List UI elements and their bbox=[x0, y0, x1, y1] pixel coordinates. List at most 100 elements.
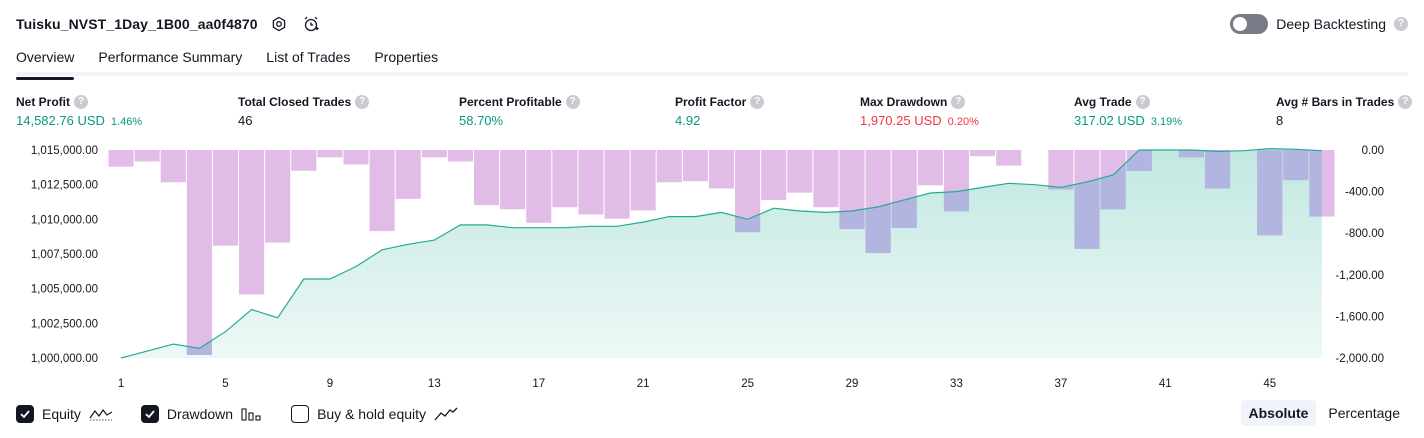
right-axis: 0.00 -400.00 -800.00 -1,200.00 -1,600.00 -2,0… bbox=[1335, 145, 1384, 365]
x-tick-label: 5 bbox=[222, 378, 228, 390]
drawdown-bar bbox=[1048, 150, 1074, 190]
check-icon bbox=[145, 410, 155, 419]
info-icon[interactable]: ? bbox=[1135, 95, 1150, 109]
x-tick-label: 1 bbox=[118, 378, 124, 390]
legend-label: Drawdown bbox=[166, 406, 234, 422]
info-icon[interactable]: ? bbox=[750, 95, 765, 109]
metric-value: 46 bbox=[238, 113, 253, 128]
metric-net-profit: Net Profit? 14,582.76 USD 1.46% bbox=[16, 94, 142, 129]
drawdown-checkbox[interactable] bbox=[140, 405, 159, 423]
metric-total-closed-trades: Total Closed Trades? 46 bbox=[238, 94, 370, 129]
drawdown-bar bbox=[917, 150, 943, 186]
legend-label: Buy & hold equity bbox=[317, 406, 427, 422]
info-icon[interactable]: ? bbox=[1398, 95, 1413, 109]
left-tick-label: 1,012,500.00 bbox=[31, 180, 98, 192]
x-tick-label: 17 bbox=[532, 378, 545, 390]
drawdown-bar bbox=[473, 150, 500, 206]
buy-hold-icon bbox=[434, 406, 458, 422]
metric-percent: 1.46% bbox=[110, 116, 143, 128]
right-tick-label: -400.00 bbox=[1345, 187, 1384, 199]
drawdown-bar bbox=[708, 150, 735, 189]
x-tick-label: 41 bbox=[1159, 378, 1172, 390]
metric-label: Max Drawdown bbox=[860, 95, 948, 109]
drawdown-bar bbox=[996, 150, 1022, 166]
right-tick-label: -1,600.00 bbox=[1335, 311, 1384, 323]
drawdown-bar-overlap bbox=[1309, 150, 1322, 217]
drawdown-bar bbox=[108, 150, 134, 167]
scale-mode-switch: Absolute Percentage bbox=[1240, 400, 1409, 426]
right-tick-label: -1,200.00 bbox=[1335, 270, 1384, 282]
drawdown-bar bbox=[160, 150, 186, 183]
legend-buy-hold-equity[interactable]: Buy & hold equity bbox=[291, 405, 458, 423]
drawdown-bar-overlap bbox=[1178, 150, 1204, 158]
info-icon[interactable]: ? bbox=[565, 95, 580, 109]
deep-backtesting-label: Deep Backtesting bbox=[1276, 16, 1386, 32]
metric-label: Profit Factor bbox=[675, 95, 747, 109]
tab-overview[interactable]: Overview bbox=[16, 46, 75, 80]
drawdown-bar bbox=[265, 150, 291, 243]
settings-icon[interactable] bbox=[268, 13, 290, 35]
x-tick-label: 45 bbox=[1263, 378, 1276, 390]
left-tick-label: 1,015,000.00 bbox=[31, 145, 98, 157]
metric-percent: 0.20% bbox=[947, 116, 979, 128]
equity-checkbox[interactable] bbox=[16, 405, 34, 423]
tab-list-of-trades[interactable]: List of Trades bbox=[266, 49, 351, 65]
chart-legend: Equity Drawdown Buy & hold equity bbox=[16, 403, 458, 425]
legend-drawdown[interactable]: Drawdown bbox=[140, 405, 263, 423]
drawdown-bar bbox=[212, 150, 239, 246]
metric-label: Total Closed Trades bbox=[238, 95, 352, 109]
left-tick-label: 1,010,000.00 bbox=[31, 214, 98, 226]
toggle-knob bbox=[1233, 17, 1248, 31]
metric-value: 58.70% bbox=[459, 113, 504, 128]
strategy-header: Tuisku_NVST_1Day_1B00_aa0f4870 bbox=[16, 12, 322, 36]
add-alert-icon[interactable] bbox=[300, 13, 322, 35]
info-icon[interactable]: ? bbox=[74, 95, 88, 109]
help-icon[interactable]: ? bbox=[1394, 17, 1408, 31]
x-tick-label: 21 bbox=[637, 378, 650, 390]
drawdown-bar bbox=[447, 150, 473, 162]
drawdown-bar bbox=[970, 150, 996, 157]
deep-backtesting-toggle[interactable] bbox=[1230, 14, 1269, 34]
drawdown-bar bbox=[761, 150, 787, 200]
drawdown-bar bbox=[552, 150, 578, 208]
drawdown-bar bbox=[787, 150, 813, 193]
legend-label: Equity bbox=[42, 406, 81, 422]
buy-hold-checkbox[interactable] bbox=[291, 405, 310, 423]
metric-value: 1,970.25 USD bbox=[860, 113, 942, 128]
info-icon[interactable]: ? bbox=[951, 95, 966, 109]
metric-label: Avg # Bars in Trades bbox=[1276, 95, 1395, 109]
left-tick-label: 1,007,500.00 bbox=[31, 249, 98, 261]
equity-line bbox=[120, 147, 1322, 359]
tab-properties[interactable]: Properties bbox=[374, 49, 439, 65]
x-axis: 1 5 9 13 17 21 25 29 33 37 41 45 bbox=[118, 378, 1276, 390]
percentage-button[interactable]: Percentage bbox=[1328, 405, 1400, 421]
legend-equity[interactable]: Equity bbox=[16, 405, 113, 423]
right-tick-label: 0.00 bbox=[1362, 145, 1384, 157]
drawdown-bar bbox=[500, 150, 526, 210]
left-tick-label: 1,000,000.00 bbox=[31, 353, 98, 365]
drawdown-bar bbox=[656, 150, 682, 183]
drawdown-bar bbox=[682, 150, 708, 182]
tab-performance-summary[interactable]: Performance Summary bbox=[98, 49, 243, 65]
x-tick-label: 37 bbox=[1054, 378, 1067, 390]
metric-label: Avg Trade bbox=[1074, 95, 1132, 109]
drawdown-bar bbox=[239, 150, 265, 295]
metric-avg-bars-in-trades: Avg # Bars in Trades? 8 bbox=[1276, 94, 1413, 129]
metric-percent-profitable: Percent Profitable? 58.70% bbox=[459, 94, 580, 129]
metric-profit-factor: Profit Factor? 4.92 bbox=[675, 94, 765, 129]
metric-label: Net Profit bbox=[16, 95, 70, 109]
drawdown-bar bbox=[186, 150, 212, 355]
equity-drawdown-chart[interactable]: 1,015,000.00 1,012,500.00 1,010,000.00 1,00… bbox=[0, 136, 1424, 396]
info-icon[interactable]: ? bbox=[355, 95, 370, 109]
absolute-button[interactable]: Absolute bbox=[1240, 400, 1317, 426]
x-tick-label: 13 bbox=[428, 378, 441, 390]
check-icon bbox=[20, 410, 30, 419]
x-tick-label: 25 bbox=[741, 378, 754, 390]
drawdown-bar bbox=[578, 150, 604, 215]
x-tick-label: 29 bbox=[846, 378, 859, 390]
right-tick-label: -800.00 bbox=[1345, 228, 1384, 240]
drawdown-bar bbox=[369, 150, 395, 232]
drawdown-bar-overlap bbox=[1283, 150, 1309, 181]
metric-avg-trade: Avg Trade? 317.02 USD 3.19% bbox=[1074, 94, 1182, 129]
drawdown-bar bbox=[291, 150, 317, 171]
